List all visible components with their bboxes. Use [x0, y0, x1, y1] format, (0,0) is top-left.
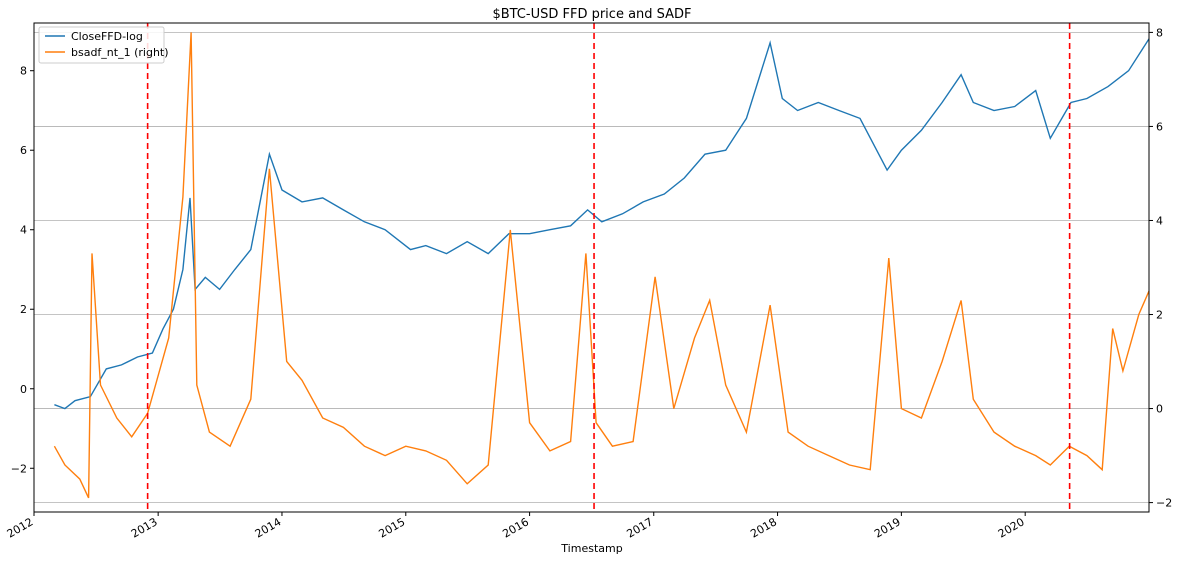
- right-y-tick-label: 4: [1156, 214, 1163, 227]
- x-tick-label: 2020: [996, 515, 1027, 540]
- grid-layer: [34, 32, 1149, 503]
- legend: CloseFFD-log bsadf_nt_1 (right): [38, 26, 169, 64]
- left-y-tick-label: 8: [20, 65, 27, 78]
- x-tick-label: 2014: [253, 515, 284, 540]
- event-lines-layer: [146, 23, 1071, 512]
- series-line-1: [54, 38, 1150, 410]
- right-y-tick-label: 8: [1156, 26, 1163, 39]
- x-tick-label: 2019: [872, 515, 903, 540]
- x-tick-label: 2015: [377, 515, 408, 540]
- left-y-tick-label: 4: [20, 224, 27, 237]
- x-tick-label: 2016: [500, 515, 531, 540]
- right-y-tick-label: 2: [1156, 309, 1163, 322]
- x-tick-label: 2017: [624, 515, 655, 540]
- right-y-tick-label: 6: [1156, 120, 1163, 133]
- legend-box: [38, 26, 165, 64]
- x-tick-label: 2018: [748, 515, 779, 540]
- legend-label: bsadf_nt_1 (right): [71, 46, 169, 59]
- right-y-tick-label: −2: [1156, 497, 1172, 510]
- x-tick-label: 2013: [129, 515, 160, 540]
- series-layer: [53, 32, 1150, 499]
- legend-label: CloseFFD-log: [71, 30, 143, 43]
- plot-frame: [33, 22, 1150, 513]
- series-line-2: [53, 32, 1150, 499]
- chart-title: $BTC-USD FFD price and SADF: [492, 7, 691, 22]
- right-y-tick-label: 0: [1156, 403, 1163, 416]
- left-y-tick-label: 0: [20, 383, 27, 396]
- left-y-tick-label: 2: [20, 303, 27, 316]
- x-axis-label: Timestamp: [560, 542, 622, 555]
- left-y-tick-label: −2: [11, 462, 27, 475]
- x-tick-label: 2012: [5, 515, 36, 540]
- left-y-tick-label: 6: [20, 144, 27, 157]
